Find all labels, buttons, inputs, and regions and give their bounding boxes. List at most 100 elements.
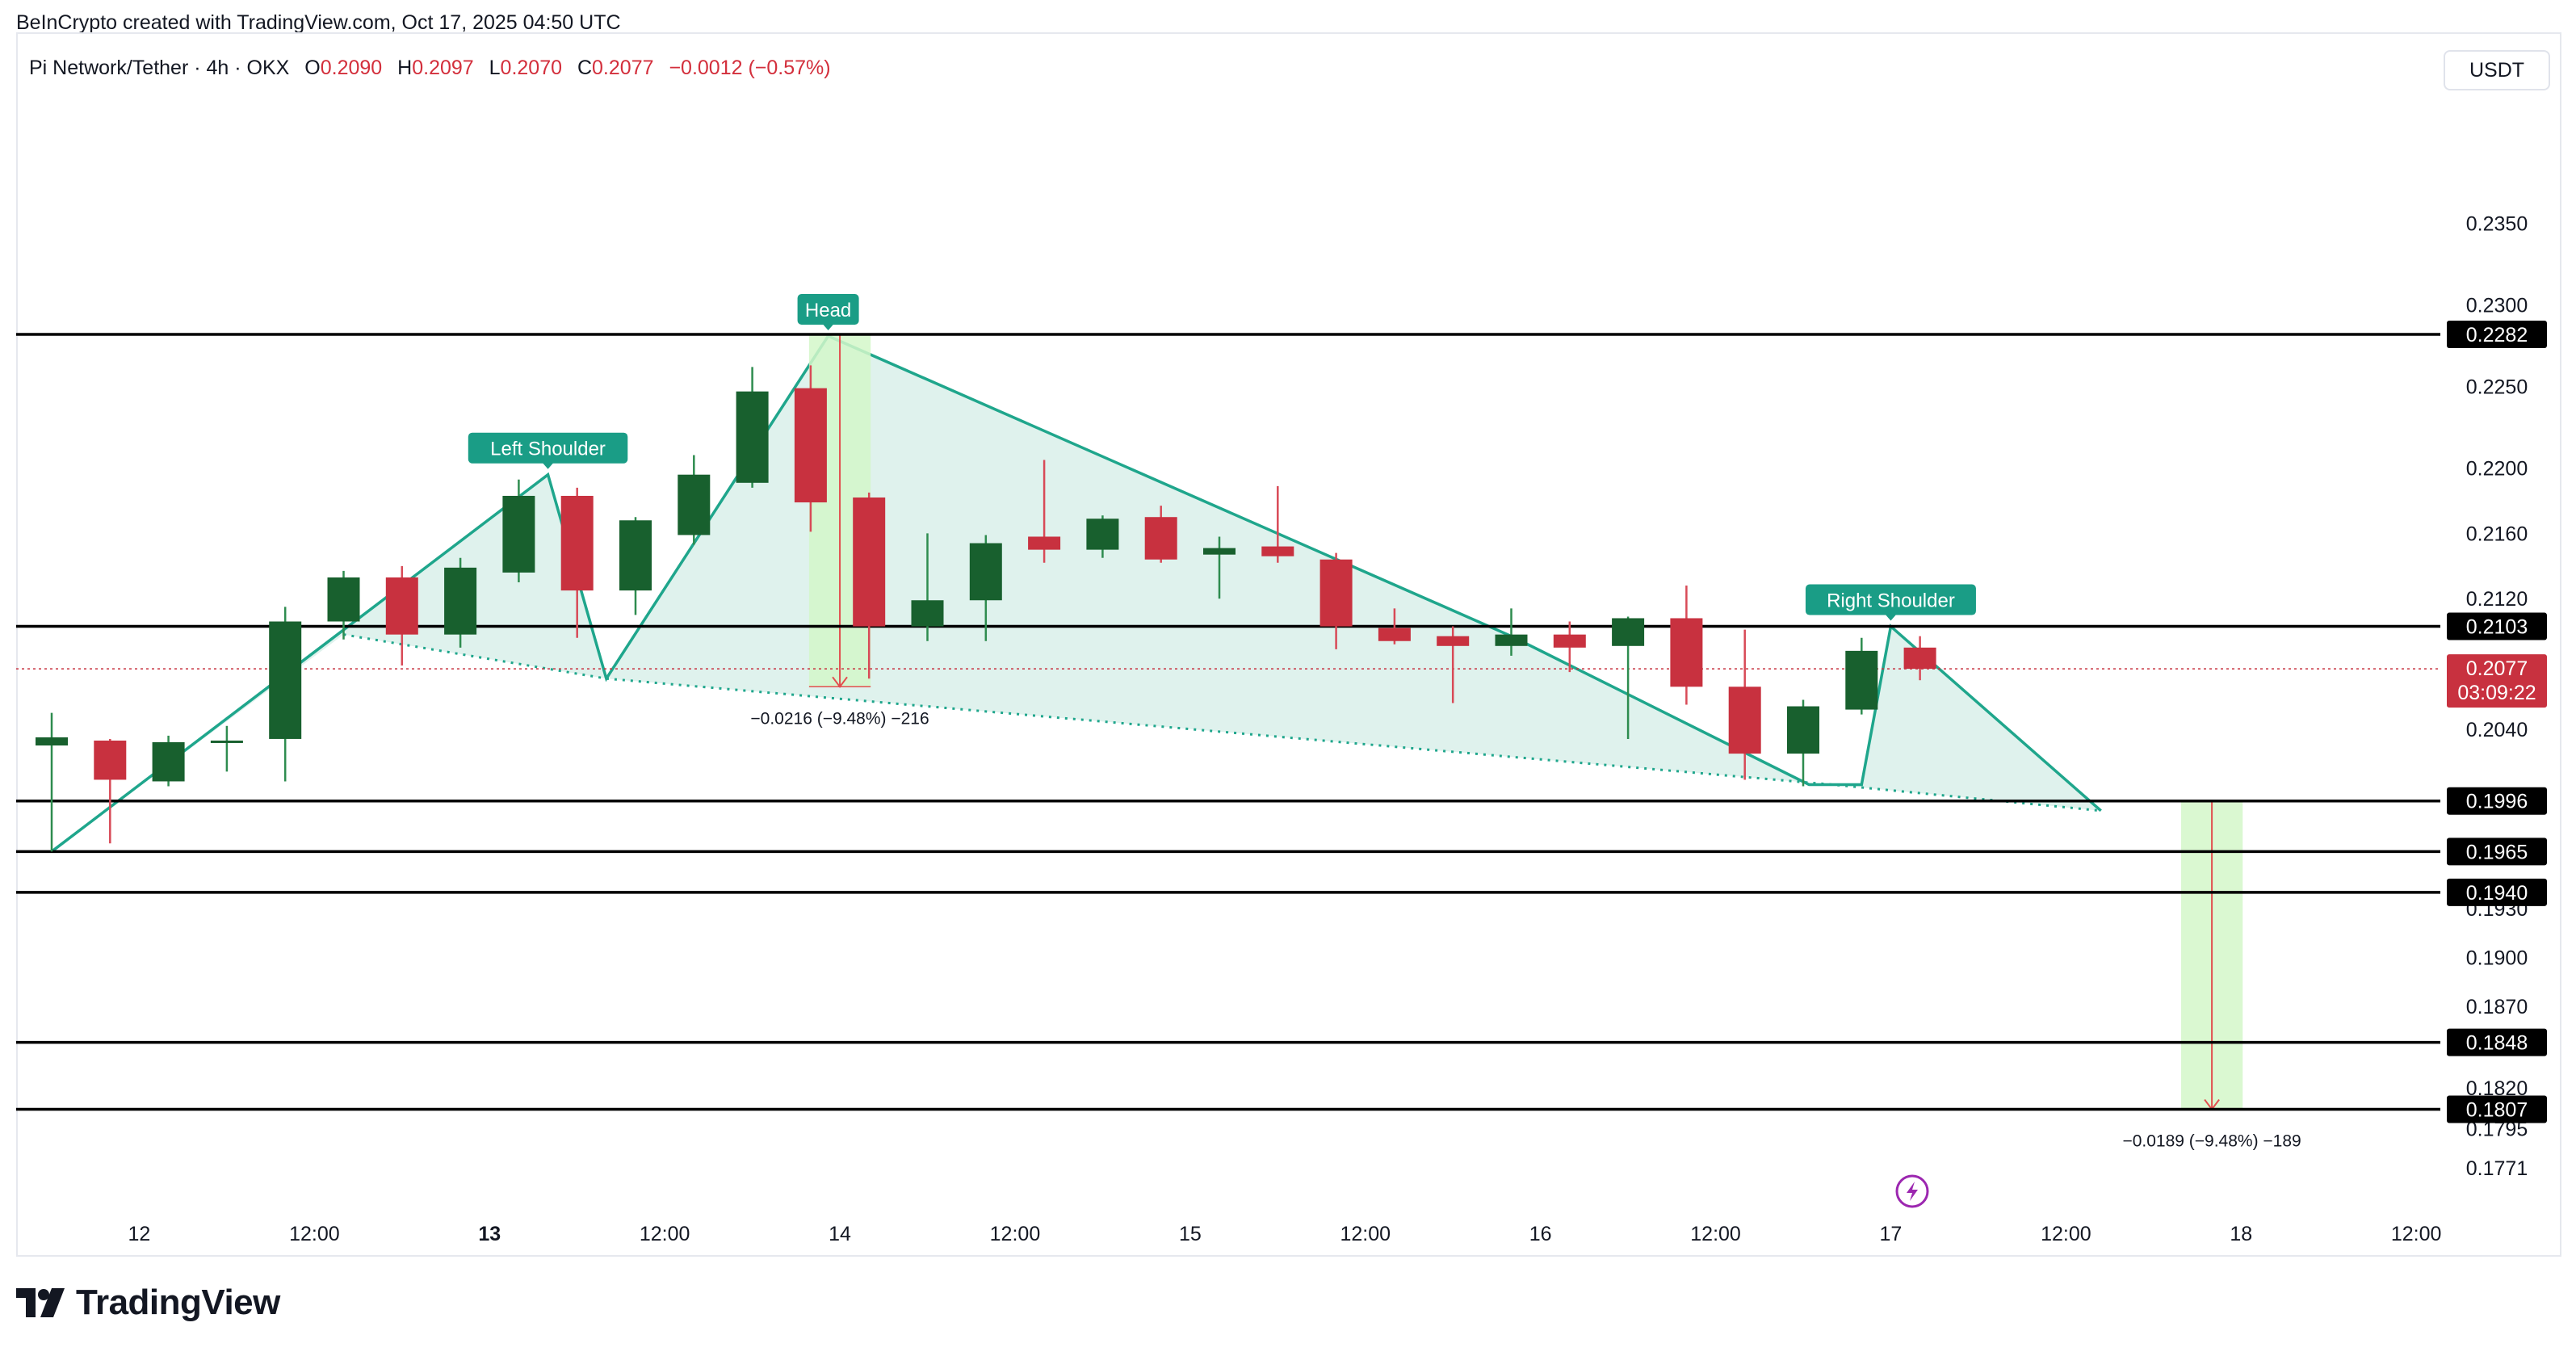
lightning-icon: [1895, 1174, 1929, 1208]
candle-body: [1612, 618, 1645, 646]
x-tick-label: 12:00: [1340, 1223, 1391, 1245]
x-tick-label: 14: [829, 1223, 851, 1245]
candle-body: [1378, 628, 1411, 641]
candle: [1203, 536, 1236, 599]
candle-body: [1670, 618, 1703, 687]
level-label-bg: [2447, 320, 2547, 348]
measure-label-2: −0.0189 (−9.48%) −189: [2122, 1132, 2301, 1150]
level-label-bg: [2447, 1095, 2547, 1123]
pattern-label-text: Left Shoulder: [490, 439, 606, 460]
candle: [1086, 515, 1119, 558]
tradingview-logo-icon: [16, 1288, 65, 1317]
candle: [736, 367, 769, 488]
candle: [1553, 621, 1586, 673]
close-value: 0.2077: [592, 57, 654, 79]
candle-body: [1553, 634, 1586, 648]
pattern-fill: [52, 336, 2101, 852]
currency-button[interactable]: USDT: [2444, 50, 2550, 90]
candle-body: [1261, 546, 1294, 556]
x-tick-label: 15: [1179, 1223, 1202, 1245]
candle: [1319, 552, 1353, 649]
candle: [1144, 506, 1177, 563]
pattern-label-pointer: [542, 462, 554, 469]
pattern-label-left-shoulder: Left Shoulder: [468, 432, 628, 469]
tradingview-wordmark: TradingView: [76, 1283, 280, 1322]
level-label-text: 0.1940: [2466, 882, 2528, 905]
candle: [36, 712, 68, 852]
y-tick-label: 0.2350: [2466, 213, 2528, 236]
candle: [1437, 626, 1470, 703]
candle: [969, 535, 1002, 641]
x-tick-label: 12:00: [1690, 1223, 1741, 1245]
candle-body: [1144, 517, 1177, 560]
candle-body: [502, 495, 535, 573]
x-tick-label: 12:00: [2041, 1223, 2091, 1245]
level-label-text: 0.1807: [2466, 1098, 2528, 1121]
lightning-bolt: [1907, 1182, 1918, 1201]
candle: [502, 479, 535, 583]
candle: [1495, 608, 1528, 656]
level-label: 0.1807: [2447, 1095, 2547, 1123]
candle-body: [152, 741, 185, 782]
candle: [619, 517, 652, 615]
candle-body: [911, 600, 944, 627]
candle: [560, 487, 594, 638]
x-tick-label: 12:00: [2391, 1223, 2442, 1245]
candle-body: [269, 621, 302, 739]
candle-body: [1319, 559, 1353, 627]
pattern-label-text: Head: [805, 300, 851, 321]
measure-label-1: −0.0216 (−9.48%) −216: [750, 709, 929, 728]
y-tick-label: 0.2160: [2466, 523, 2528, 545]
candle-body: [385, 577, 418, 635]
candle-body: [853, 497, 886, 627]
y-tick-label: 0.2120: [2466, 588, 2528, 611]
symbol-name: Pi Network/Tether · 4h · OKX: [29, 57, 290, 79]
candle: [1670, 586, 1703, 705]
candle: [1612, 616, 1645, 739]
neckline: [343, 633, 2101, 812]
level-label-bg: [2447, 1028, 2547, 1056]
low-key: L: [489, 57, 501, 79]
pattern-label-head: Head: [797, 294, 859, 330]
candle-body: [1203, 548, 1236, 555]
level-label: 0.1848: [2447, 1028, 2547, 1056]
candle: [1378, 608, 1411, 645]
candle: [385, 565, 418, 666]
high-key: H: [397, 57, 413, 79]
candle: [152, 735, 185, 787]
candle: [94, 738, 127, 844]
candle-body: [678, 474, 711, 535]
pattern-label-text: Right Shoulder: [1827, 590, 1955, 612]
candle-body: [94, 740, 127, 780]
candle-body: [969, 543, 1002, 601]
pattern-label-pointer: [1885, 614, 1897, 621]
y-tick-label: 0.2200: [2466, 458, 2528, 481]
level-label-bg: [2447, 878, 2547, 906]
level-label-text: 0.1965: [2466, 841, 2528, 863]
level-label-text: 0.1996: [2466, 791, 2528, 813]
candle: [1261, 485, 1294, 563]
candle-body: [1903, 647, 1936, 670]
candle-body: [736, 391, 769, 483]
pattern-label-pointer: [822, 324, 834, 330]
last-price-value: 0.2077: [2466, 657, 2528, 680]
candle: [1845, 637, 1878, 715]
chart-credit: BeInCrypto created with TradingView.com,…: [16, 11, 621, 34]
x-tick-label: 12:00: [289, 1223, 340, 1245]
candle: [794, 365, 827, 532]
candle-body: [444, 567, 477, 635]
candle-body: [619, 520, 652, 591]
candle-body: [1086, 519, 1119, 550]
candle: [210, 725, 243, 772]
close-key: C: [577, 57, 593, 79]
level-label-bg: [2447, 612, 2547, 640]
y-tick-label: 0.2300: [2466, 295, 2528, 317]
x-tick-label: 12: [128, 1223, 151, 1245]
open-value: 0.2090: [320, 57, 383, 79]
x-tick-label: 12:00: [640, 1223, 690, 1245]
level-label: 0.1996: [2447, 787, 2547, 815]
candle: [911, 533, 944, 641]
low-value: 0.2070: [500, 57, 563, 79]
level-label-text: 0.2103: [2466, 616, 2528, 639]
